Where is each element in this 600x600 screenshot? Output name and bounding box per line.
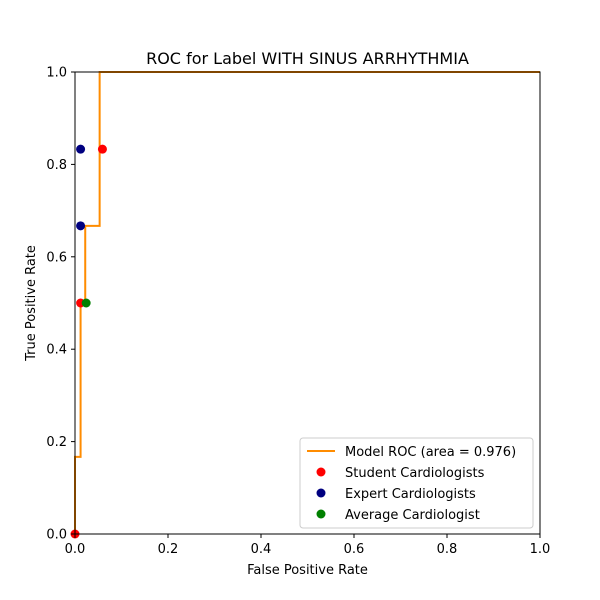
legend-expert-swatch	[316, 488, 326, 498]
legend-student-swatch	[316, 467, 326, 477]
y-tick-label: 1.0	[46, 66, 67, 81]
x-tick-label: 1.0	[530, 542, 551, 557]
y-tick-label: 0.2	[46, 435, 67, 450]
legend: Model ROC (area = 0.976) Student Cardiol…	[299, 437, 534, 529]
y-tick-label: 0.8	[46, 158, 67, 173]
x-tick-label: 0.2	[158, 542, 179, 557]
x-tick-label: 0.6	[344, 542, 365, 557]
scatter-point	[97, 144, 107, 154]
scatter-point	[76, 144, 86, 154]
legend-box	[299, 437, 534, 529]
x-tick-label: 0.0	[65, 542, 86, 557]
legend-expert-label: Expert Cardiologists	[345, 487, 476, 502]
y-tick-label: 0.0	[46, 528, 67, 543]
scatter-point	[81, 298, 91, 308]
y-tick-label: 0.4	[46, 343, 67, 358]
x-axis-ticks: 0.0 0.2 0.4 0.6 0.8 1.0	[65, 534, 551, 557]
plot-frame	[74, 71, 541, 535]
series-layer	[70, 71, 540, 539]
legend-average-label: Average Cardiologist	[345, 508, 480, 523]
legend-model-roc-label: Model ROC (area = 0.976)	[345, 445, 516, 460]
x-tick-label: 0.8	[437, 542, 458, 557]
x-axis-label: False Positive Rate	[247, 563, 368, 578]
x-tick-label: 0.4	[251, 542, 272, 557]
chart-title: ROC for Label WITH SINUS ARRHYTHMIA	[146, 49, 469, 68]
legend-average-swatch	[316, 509, 326, 519]
scatter-point	[76, 221, 86, 231]
y-tick-label: 0.6	[46, 250, 67, 265]
y-axis-ticks: 0.0 0.2 0.4 0.6 0.8 1.0	[46, 66, 75, 543]
legend-student-label: Student Cardiologists	[345, 466, 485, 481]
y-axis-label: True Positive Rate	[24, 245, 39, 362]
